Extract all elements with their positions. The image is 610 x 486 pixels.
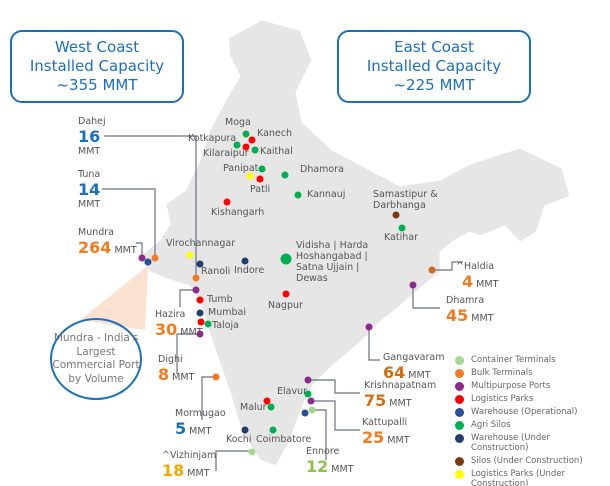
legend-label: Logistics Parks [471,394,534,404]
legend-dot-icon [455,369,464,378]
port-vizhinjam: ^Vizhinjam 18 MMT [162,450,217,480]
legend-item: Logistics Parks [455,394,610,404]
legend-dot-icon [455,470,464,479]
port-krishnapatnam: Krishnapatnam 75 MMT [364,380,437,410]
west-box-value: ~355 MMT [56,76,138,94]
place-label: Coimbatore [256,434,312,445]
port-hazira: Hazira 30 MMT [155,309,203,339]
place-label: Kochi [226,434,252,445]
place-label: Taloja [212,320,239,331]
port-tuna: Tuna 14 MMT [78,169,101,210]
legend-dot-icon [455,408,464,417]
west-coast-capacity-box: West Coast Installed Capacity ~355 MMT [10,30,184,103]
west-box-title: West Coast [54,38,140,56]
place-label: Hoshangabad | [296,251,368,262]
legend-label: Bulk Terminals [471,368,533,378]
east-box-title: East Coast [394,38,474,56]
place-label: Kishangarh [211,207,265,218]
callout-text: Mundra - India's Largest Commercial Port… [52,332,140,385]
place-label: Elavur [277,386,308,397]
port-mormugao: Mormugao 5 MMT [175,408,226,438]
place-label: Satna Ujjain | [296,262,360,273]
legend-item: Multipurpose Ports [455,381,610,391]
place-label: Katihar [384,232,418,243]
port-mundra: Mundra 264 MMT [78,227,137,257]
legend-item: Warehouse (Operational) [455,407,610,417]
place-label: Mumbai [208,307,246,318]
east-coast-capacity-box: East Coast Installed Capacity ~225 MMT [337,30,531,103]
place-label: Nagpur [268,300,303,311]
place-label: Tumb [207,294,233,305]
legend-item: Agri Silos [455,420,610,430]
legend-label: Container Terminals [471,355,556,365]
legend-item: Logistics Parks (Under Construction) [455,469,610,486]
west-box-subtitle: Installed Capacity [29,57,165,75]
mundra-callout-wedge [80,268,148,330]
legend-dot-icon [455,457,464,466]
legend-item: Container Terminals [455,355,610,365]
place-label: Kanech [257,128,292,139]
place-label: Darbhanga [373,200,426,211]
port-ennore: Ennore 12 MMT [306,446,354,476]
legend-dot-icon [455,395,464,404]
place-label: Malur [240,402,267,413]
legend-item: Bulk Terminals [455,368,610,378]
port-gangavaram: Gangavaram 64 MMT [383,352,445,382]
place-label: Indore [234,265,265,276]
port-dahej: Dahej 16 MMT [78,116,106,157]
legend-label: Warehouse (Under Construction) [471,433,550,453]
legend-item: Silos (Under Construction) [455,456,610,466]
legend-dot-icon [455,421,464,430]
place-label: Kotkapura [188,133,237,144]
legend-label: Silos (Under Construction) [471,456,583,466]
east-box-value: ~225 MMT [393,76,475,94]
legend-dot-icon [455,434,464,443]
place-label: Vidisha | Harda [296,240,369,251]
port-kattupalli: Kattupalli 25 MMT [362,417,410,447]
east-box-subtitle: Installed Capacity [366,57,502,75]
legend-label: Multipurpose Ports [471,381,551,391]
port-dighi: Dighi 8 MMT [158,354,195,384]
place-label: Panipat [223,163,259,174]
mundra-callout: Mundra - India's Largest Commercial Port… [50,318,142,400]
legend-label: Logistics Parks (Under Construction) [471,469,566,486]
place-label: Dhamora [300,164,344,175]
legend-item: Warehouse (Under Construction) [455,433,610,453]
place-label: Patli [250,184,271,195]
legend-dot-icon [455,382,464,391]
place-label: Kilaraipur [203,148,249,159]
port-haldia: ^Haldia 4 MMT [456,261,499,291]
map-legend: Container Terminals Bulk Terminals Multipu… [455,355,610,486]
place-label: Kannauj [307,189,346,200]
place-label: Kaithal [260,146,293,157]
place-label: Samastipur & [373,189,438,200]
legend-dot-icon [455,356,464,365]
location-dots [138,130,436,456]
place-label: Ranoli [201,266,231,277]
leader-lines [102,135,463,471]
port-dhamra: Dhamra 45 MMT [446,295,494,325]
place-label: Moga [225,117,251,128]
legend-label: Warehouse (Operational) [471,407,578,417]
place-label: Virochannagar [166,238,236,249]
place-label: Dewas [296,273,328,284]
legend-label: Agri Silos [471,420,511,430]
